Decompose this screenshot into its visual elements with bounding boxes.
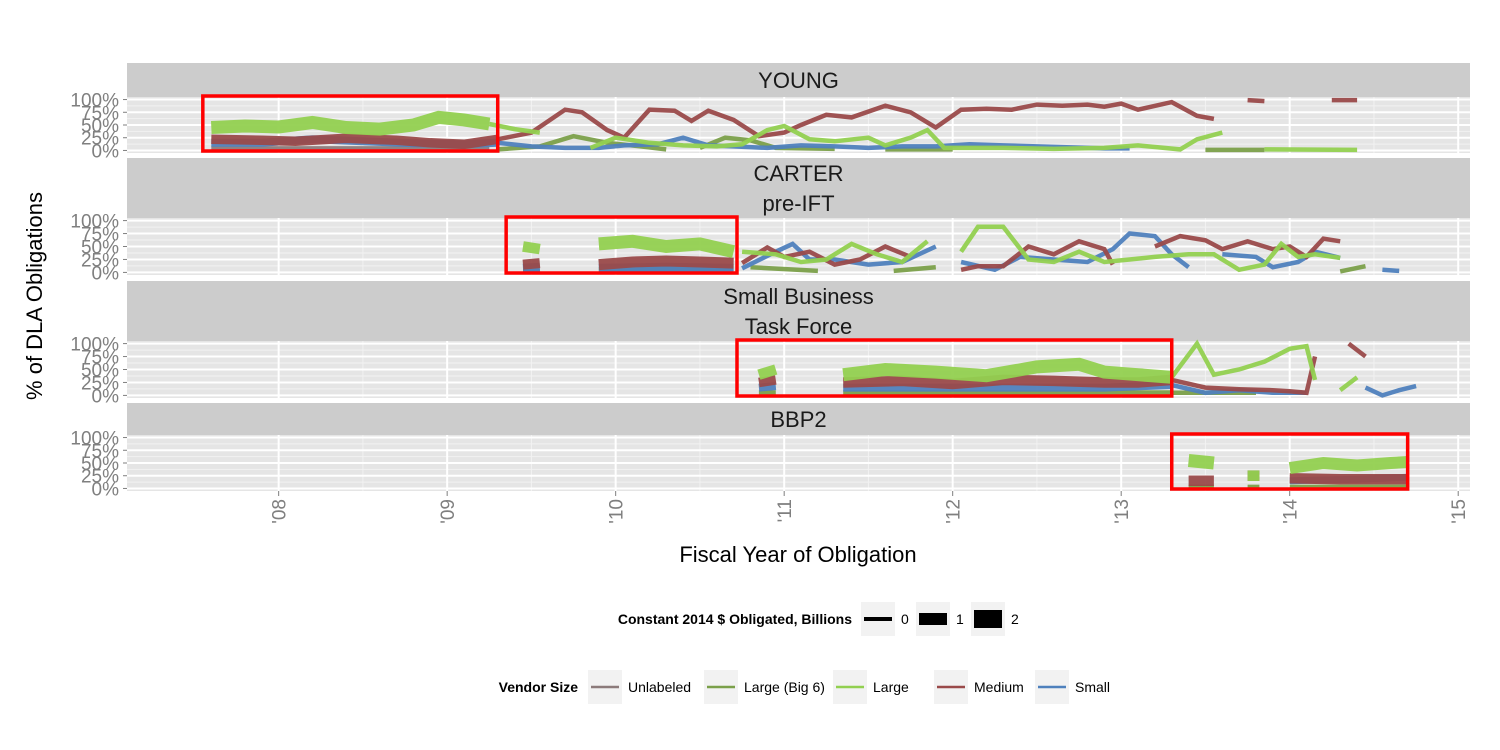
series-line-segment bbox=[497, 135, 1130, 151]
series-large bbox=[1187, 454, 1409, 481]
series-line-segment bbox=[843, 374, 1173, 390]
color-legend-label: Large bbox=[873, 679, 909, 695]
x-tick-label: '12 bbox=[944, 499, 965, 524]
series-line-segment bbox=[893, 264, 936, 274]
series-line-segment bbox=[1187, 454, 1215, 470]
x-tick-label: '13 bbox=[1112, 499, 1133, 524]
series-line-segment bbox=[1169, 339, 1318, 381]
series-large bbox=[757, 339, 1359, 392]
series-line-segment bbox=[598, 234, 736, 259]
highlight-box bbox=[735, 338, 1174, 398]
y-tick-label: 75% bbox=[81, 441, 119, 462]
highlight-box bbox=[1169, 432, 1410, 491]
y-tick-label: 75% bbox=[81, 348, 119, 369]
y-tick-label: 50% bbox=[81, 116, 119, 137]
y-tick-label: 75% bbox=[81, 225, 119, 246]
series-line-segment bbox=[750, 264, 819, 274]
color-legend-label: Large (Big 6) bbox=[744, 679, 825, 695]
x-tick-label: '08 bbox=[270, 499, 291, 524]
size-legend: Constant 2014 $ Obligated, Billions 0 1 2 bbox=[618, 602, 1019, 636]
series-line-segment bbox=[211, 133, 499, 150]
y-tick-label: 100% bbox=[70, 91, 119, 112]
size-legend-label: 2 bbox=[1011, 611, 1019, 627]
y-tick-label: 25% bbox=[81, 129, 119, 150]
x-axis: '08 '09 '10 '11 '12 '13 '14 '15 bbox=[270, 491, 1470, 524]
series-large bbox=[522, 224, 1341, 273]
y-axis-title: % of DLA Obligations bbox=[22, 192, 47, 400]
facet-strip-label: YOUNG bbox=[758, 68, 839, 93]
x-axis-title: Fiscal Year of Obligation bbox=[679, 542, 916, 567]
series-line-segment bbox=[211, 110, 491, 136]
x-tick-label: '10 bbox=[607, 499, 628, 524]
series-line-segment bbox=[758, 375, 777, 388]
y-tick-label: 100% bbox=[70, 212, 119, 233]
series-line-segment bbox=[1264, 147, 1358, 153]
series-line-segment bbox=[960, 238, 1115, 273]
color-legend-title: Vendor Size bbox=[499, 679, 579, 695]
y-tick-label: 75% bbox=[81, 103, 119, 124]
size-legend-label: 0 bbox=[901, 611, 909, 627]
series-line-segment bbox=[757, 364, 778, 380]
y-tick-label: 50% bbox=[81, 238, 119, 259]
series-line-segment bbox=[1289, 473, 1408, 485]
color-legend-label: Medium bbox=[974, 679, 1024, 695]
highlight-box bbox=[201, 94, 500, 153]
x-tick-label: '11 bbox=[775, 499, 796, 522]
y-tick-label: 100% bbox=[70, 335, 119, 356]
series-line-segment bbox=[741, 239, 929, 265]
y-tick-label: 100% bbox=[70, 429, 119, 450]
facet-panel-3: BBP2 0%25%50%75%100% bbox=[70, 403, 1470, 500]
series-line-segment bbox=[1247, 97, 1265, 104]
y-tick-label: 50% bbox=[81, 454, 119, 475]
series-line-segment bbox=[1288, 456, 1409, 475]
x-tick-label: '14 bbox=[1281, 499, 1302, 524]
series-line-segment bbox=[598, 255, 734, 271]
y-tick-label: 0% bbox=[92, 479, 120, 500]
color-legend-label: Unlabeled bbox=[628, 679, 691, 695]
y-tick-label: 25% bbox=[81, 250, 119, 271]
series-line-segment bbox=[1339, 263, 1366, 274]
series-line-segment bbox=[758, 382, 777, 392]
facet-panel-1: CARTER pre-IFT 0%25%50%75%100% bbox=[70, 158, 1470, 284]
series-line-segment bbox=[522, 241, 541, 255]
y-tick-label: 0% bbox=[92, 386, 120, 407]
y-tick-label: 25% bbox=[81, 467, 119, 488]
y-tick-label: 0% bbox=[92, 263, 120, 284]
facet-strip bbox=[127, 281, 1470, 341]
highlight-box bbox=[504, 215, 739, 275]
series-medium bbox=[758, 341, 1367, 396]
facet-panel-2: Small Business Task Force 0%25%50%75%100% bbox=[70, 281, 1470, 407]
series-line-segment bbox=[522, 258, 541, 270]
facet-strip-label: pre-IFT bbox=[762, 191, 834, 216]
series-line-segment bbox=[1382, 267, 1400, 274]
facet-strip bbox=[127, 158, 1470, 218]
facet-panels: YOUNG0%25%50%75%100%CARTERpre-IFT0%25%50… bbox=[70, 63, 1470, 500]
color-legend: Vendor Size Unlabeled Large (Big 6) Large Me… bbox=[499, 670, 1110, 704]
series-line-segment bbox=[1171, 355, 1318, 396]
series-line-segment bbox=[589, 123, 1223, 152]
facet-strip-label: BBP2 bbox=[770, 407, 826, 432]
size-legend-title: Constant 2014 $ Obligated, Billions bbox=[618, 611, 852, 627]
series-line-segment bbox=[1364, 383, 1417, 398]
x-tick-label: '09 bbox=[438, 499, 459, 524]
facet-strip-label: Small Business bbox=[723, 284, 873, 309]
facet-strip-label: Task Force bbox=[745, 314, 853, 339]
color-legend-label: Small bbox=[1075, 679, 1110, 695]
facet-strip-label: CARTER bbox=[753, 161, 843, 186]
y-tick-label: 25% bbox=[81, 373, 119, 394]
series-line-segment bbox=[842, 357, 1173, 384]
size-legend-label: 1 bbox=[956, 611, 964, 627]
series-line-segment bbox=[1347, 341, 1367, 359]
facet-panel-0: YOUNG 0%25%50%75%100% bbox=[70, 63, 1470, 162]
y-tick-label: 0% bbox=[92, 141, 120, 162]
facet-strip bbox=[127, 403, 1470, 435]
y-tick-label: 50% bbox=[81, 361, 119, 382]
x-tick-label: '15 bbox=[1449, 499, 1470, 524]
series-line-segment bbox=[959, 224, 1341, 273]
series-line-segment bbox=[1154, 233, 1341, 260]
facet-strip bbox=[127, 63, 1470, 97]
series-line-segment bbox=[1338, 375, 1359, 392]
